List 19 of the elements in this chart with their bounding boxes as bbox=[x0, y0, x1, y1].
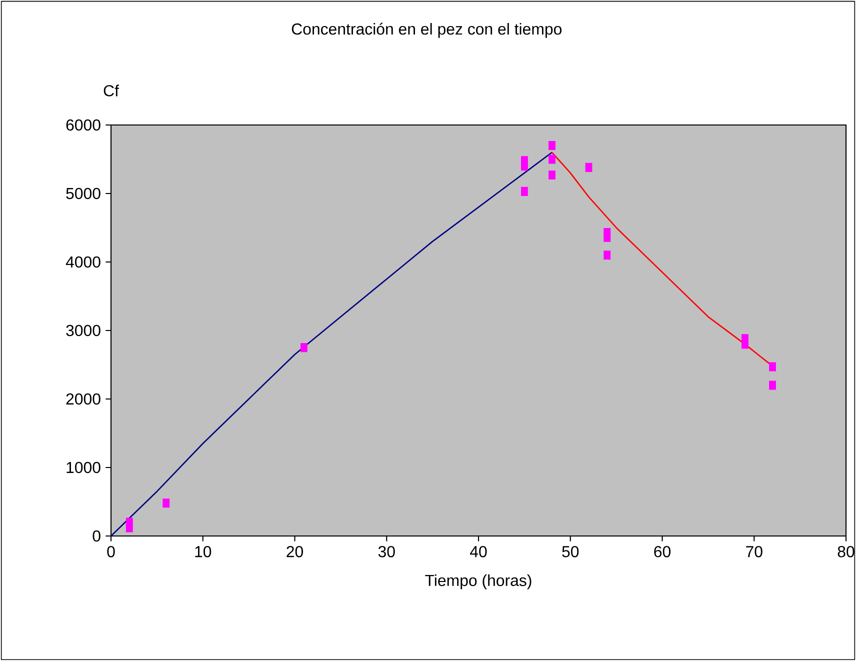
x-tick-label: 30 bbox=[378, 546, 395, 558]
y-axis-title: Cf bbox=[104, 84, 120, 96]
y-tick-label: 0 bbox=[92, 530, 100, 542]
x-tick-label: 70 bbox=[746, 546, 762, 558]
y-tick-label: 4000 bbox=[66, 256, 100, 268]
x-tick-label: 80 bbox=[838, 546, 854, 558]
y-tick-label: 5000 bbox=[66, 188, 100, 200]
y-tick-label: 6000 bbox=[66, 119, 100, 131]
x-tick-label: 20 bbox=[286, 546, 304, 558]
chart-title: Concentración en el pez con el tiempo bbox=[292, 22, 562, 38]
y-tick-label: 3000 bbox=[66, 324, 100, 336]
x-tick-label: 60 bbox=[654, 546, 671, 558]
x-tick-label: 0 bbox=[107, 546, 115, 558]
x-tick-label: 40 bbox=[470, 546, 487, 558]
y-tick-label: 2000 bbox=[66, 393, 100, 405]
y-tick-label: 1000 bbox=[66, 462, 100, 474]
x-tick-label: 50 bbox=[562, 546, 579, 558]
x-tick-label: 10 bbox=[195, 546, 212, 558]
x-axis-title: Tiempo (horas) bbox=[425, 574, 532, 590]
